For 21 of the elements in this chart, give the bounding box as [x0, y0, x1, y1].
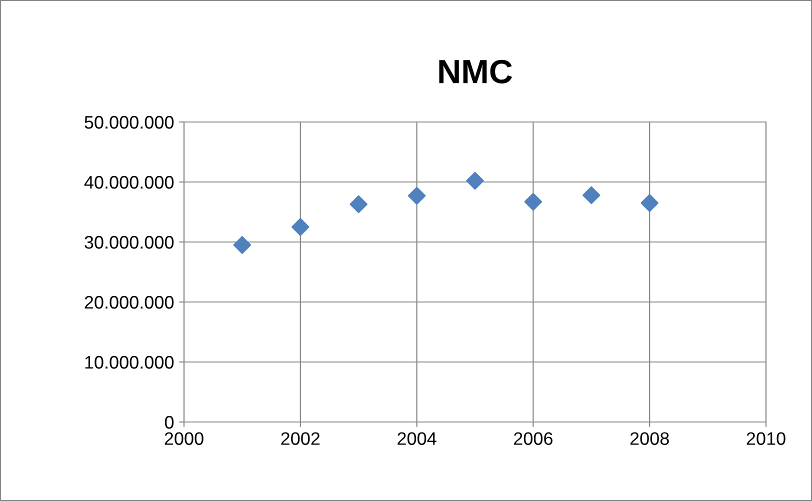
x-tick-label: 2004	[398, 432, 436, 445]
y-tick-label: 30.000.000	[84, 236, 174, 249]
y-tick-label: 40.000.000	[84, 176, 174, 189]
point	[640, 194, 659, 212]
y-tick-label: 20.000.000	[84, 296, 174, 309]
chart-title: NMC	[439, 60, 512, 84]
x-tick-label: 2006	[514, 432, 552, 445]
point	[233, 236, 252, 254]
x-tick-label: 2008	[630, 432, 669, 445]
point	[582, 186, 600, 204]
point	[350, 195, 368, 214]
y-tick-label: 10.000.000	[85, 356, 174, 369]
point	[291, 218, 310, 236]
x-tick-label: 2002	[281, 432, 320, 445]
x-tick-label: 2010	[746, 432, 786, 445]
y-tick-label: 50.000.000	[84, 116, 174, 129]
y-tick-label: 0	[164, 416, 174, 429]
point	[524, 192, 542, 211]
point	[408, 186, 426, 205]
x-tick-label: 2000	[164, 432, 204, 445]
point	[466, 172, 484, 190]
